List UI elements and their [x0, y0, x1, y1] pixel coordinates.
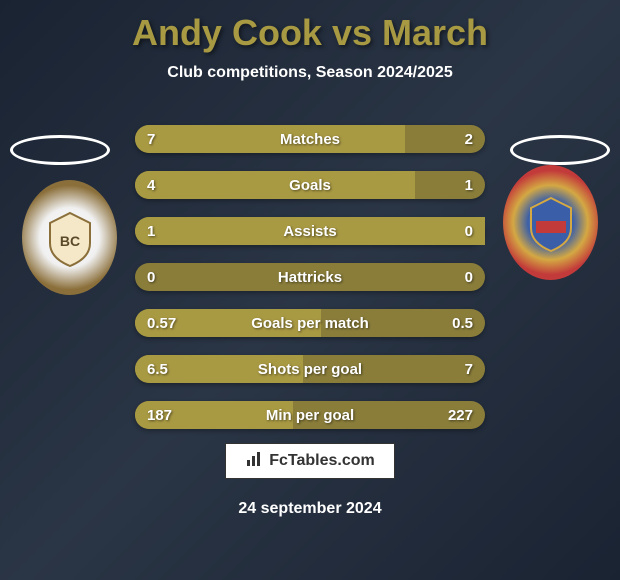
stats-container: 7Matches24Goals11Assists00Hattricks00.57… — [135, 125, 485, 447]
stat-value-right: 1 — [465, 177, 473, 194]
stat-bar: 0.57 Goals per match 0.5 — [135, 309, 485, 337]
comparison-title: Andy Cook vs March — [0, 0, 620, 54]
stat-label: Shots per goal — [258, 361, 362, 378]
stat-label: Hattricks — [278, 269, 342, 286]
stat-bar: 6.5 Shots per goal 7 — [135, 355, 485, 383]
stat-bar: 1 Assists 0 — [135, 217, 485, 245]
stat-bar: 7 Matches 2 — [135, 125, 485, 153]
stat-value-left: 1 — [147, 223, 155, 240]
stat-bar: 187 Min per goal 227 — [135, 401, 485, 429]
stat-bar: 0 Hattricks 0 — [135, 263, 485, 291]
stat-value-left: 7 — [147, 131, 155, 148]
stat-value-right: 227 — [448, 407, 473, 424]
stat-value-right: 0 — [465, 269, 473, 286]
stat-value-left: 0 — [147, 269, 155, 286]
stat-label: Matches — [280, 131, 340, 148]
stat-value-left: 6.5 — [147, 361, 168, 378]
stat-value-right: 0 — [465, 223, 473, 240]
stat-bar: 4 Goals 1 — [135, 171, 485, 199]
stat-value-right: 2 — [465, 131, 473, 148]
player-outline-left — [10, 135, 110, 165]
fctables-label: FcTables.com — [269, 452, 375, 470]
comparison-date: 24 september 2024 — [0, 500, 620, 518]
shield-icon: BC — [45, 208, 95, 268]
stat-fill — [135, 171, 415, 199]
stat-value-left: 187 — [147, 407, 172, 424]
shield-icon — [526, 193, 576, 253]
stat-label: Assists — [283, 223, 336, 240]
stat-value-left: 0.57 — [147, 315, 176, 332]
fctables-badge[interactable]: FcTables.com — [225, 443, 395, 479]
stat-value-right: 7 — [465, 361, 473, 378]
svg-text:BC: BC — [59, 233, 79, 249]
player-outline-right — [510, 135, 610, 165]
stat-value-left: 4 — [147, 177, 155, 194]
club-crest-left: BC — [22, 180, 117, 295]
stat-label: Min per goal — [266, 407, 354, 424]
stat-label: Goals — [289, 177, 331, 194]
chart-icon — [245, 450, 263, 473]
club-crest-right — [503, 165, 598, 280]
comparison-subtitle: Club competitions, Season 2024/2025 — [0, 64, 620, 82]
stat-value-right: 0.5 — [452, 315, 473, 332]
stat-label: Goals per match — [251, 315, 369, 332]
stat-fill — [135, 125, 405, 153]
